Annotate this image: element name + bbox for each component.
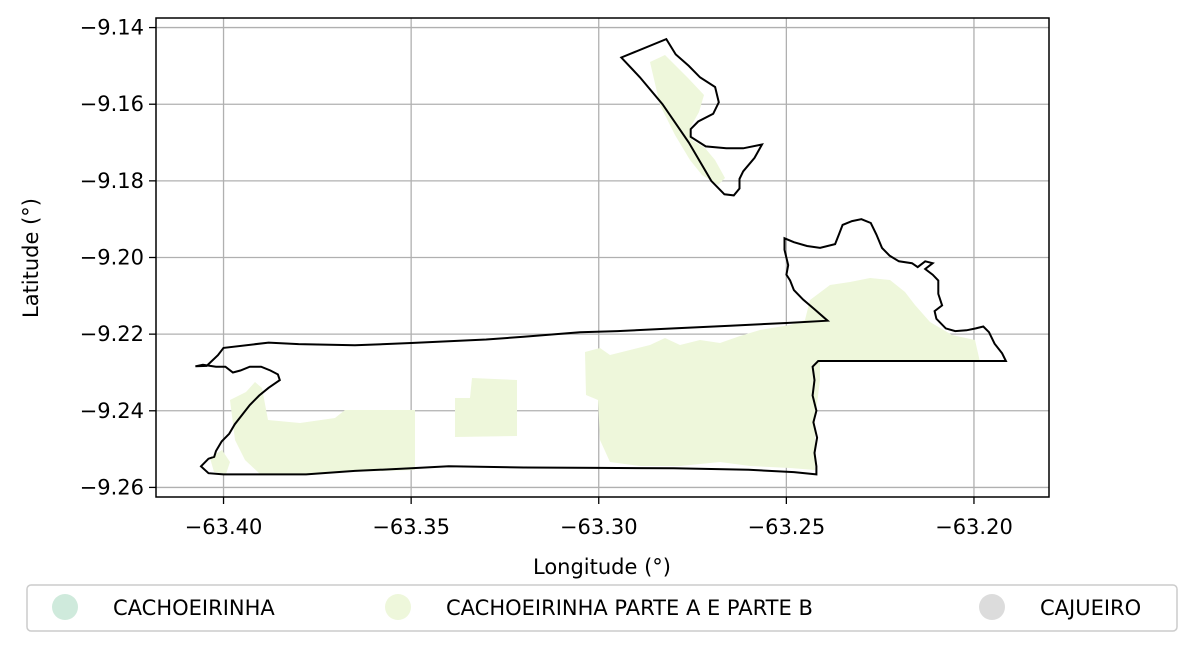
legend-label-cachoeirinha: CACHOEIRINHA [113,596,275,620]
y-tick-label: −9.20 [80,246,144,270]
y-axis-title: Latitude (°) [19,198,43,318]
fill-patch-west [230,382,415,474]
legend-marker-cachoeirinha [52,594,78,620]
x-tick-label: −63.30 [560,515,638,539]
x-tick-label: −63.40 [185,515,263,539]
fill-patch-north [650,55,725,185]
y-tick-label: −9.22 [80,322,144,346]
legend-frame [26,584,1178,632]
y-tick-label: −9.18 [80,169,144,193]
fill-patch-east [585,278,980,470]
y-tick-label: −9.14 [80,16,144,40]
x-tick-label: −63.20 [935,515,1013,539]
y-tick-label: −9.26 [80,475,144,499]
x-axis-title: Longitude (°) [533,555,671,579]
x-axis-ticks: −63.40 −63.35 −63.30 −63.25 −63.20 [185,497,1013,539]
legend-marker-cachoeirinha-parte-a-e-b [385,594,411,620]
district-boundary-north [619,37,764,197]
legend-label-cachoeirinha-parte-a-e-b: CACHOEIRINHA PARTE A E PARTE B [446,596,813,620]
legend-label-cajueiro: CAJUEIRO [1040,596,1141,620]
x-tick-label: −63.25 [747,515,825,539]
legend-marker-cajueiro [979,594,1005,620]
legend: CACHOEIRINHA CACHOEIRINHA PARTE A E PART… [26,584,1178,632]
y-axis-ticks: −9.14 −9.16 −9.18 −9.20 −9.22 −9.24 −9.26 [80,16,156,499]
fill-patch-middle [455,378,517,437]
y-tick-label: −9.16 [80,92,144,116]
district-boundary-main [195,218,1008,476]
y-tick-label: −9.24 [80,399,144,423]
x-tick-label: −63.35 [372,515,450,539]
